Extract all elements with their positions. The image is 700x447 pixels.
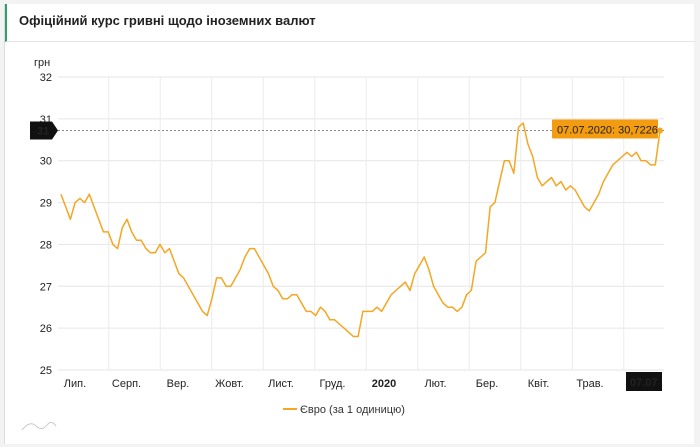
card-header: Офіційний курс гривні щодо іноземних вал…	[5, 4, 695, 42]
y-tick-label: 26	[40, 323, 52, 335]
x-tick-label: Лют.	[424, 378, 446, 390]
legend-label[interactable]: Євро (за 1 одиницю)	[300, 404, 405, 416]
x-tick-label: Лист.	[268, 378, 294, 390]
tooltip: 07.07.2020: 30,7226	[552, 119, 658, 139]
hover-point[interactable]	[657, 127, 663, 134]
x-tick-label: Трав.	[576, 378, 603, 390]
navigator-icon[interactable]	[21, 421, 57, 431]
y-axis-label: грн	[34, 57, 50, 69]
y-tick-labels: 25 26 27 28 29 30 31 32	[40, 72, 52, 377]
x-tick-label: Вер.	[167, 378, 190, 390]
x-tick-label: Квіт.	[528, 378, 550, 390]
x-tick-label: Груд.	[320, 378, 346, 390]
y-tick-label: 27	[40, 281, 52, 293]
y-tick-label: 25	[40, 365, 52, 377]
y-crosshair-marker-bg	[30, 121, 58, 140]
x-crosshair-marker-bg	[626, 372, 662, 391]
y-tick-label: 32	[40, 72, 52, 84]
y-tick-label: 30	[40, 156, 52, 168]
x-tick-label: Жовт.	[215, 378, 244, 390]
x-crosshair-label: 07.07	[630, 377, 658, 389]
series-line-euro[interactable]	[60, 122, 661, 338]
x-tick-label: 2020	[372, 378, 396, 390]
page-title: Офіційний курс гривні щодо іноземних вал…	[19, 13, 316, 28]
grid-vertical	[108, 77, 625, 370]
x-crosshair-marker: 07.07	[626, 372, 662, 391]
navigator-mini-chart[interactable]	[21, 421, 57, 431]
y-tick-label: 29	[40, 198, 52, 210]
x-tick-label: Лип.	[64, 378, 86, 390]
legend[interactable]: Євро (за 1 одиницю)	[283, 404, 405, 416]
x-tick-label: Бер.	[476, 378, 499, 390]
y-crosshair-marker: 31	[30, 121, 58, 140]
grid-horizontal	[58, 76, 664, 371]
y-tick-label: 28	[40, 239, 52, 251]
x-tick-label: Серп.	[112, 378, 141, 390]
x-tick-labels: Лип. Серп. Вер. Жовт. Лист. Груд. 2020 Лют. Бер.…	[64, 378, 656, 390]
tooltip-text: 07.07.2020: 30,7226	[557, 124, 658, 136]
y-crosshair-label: 31	[37, 125, 49, 137]
tooltip-background	[552, 119, 658, 139]
